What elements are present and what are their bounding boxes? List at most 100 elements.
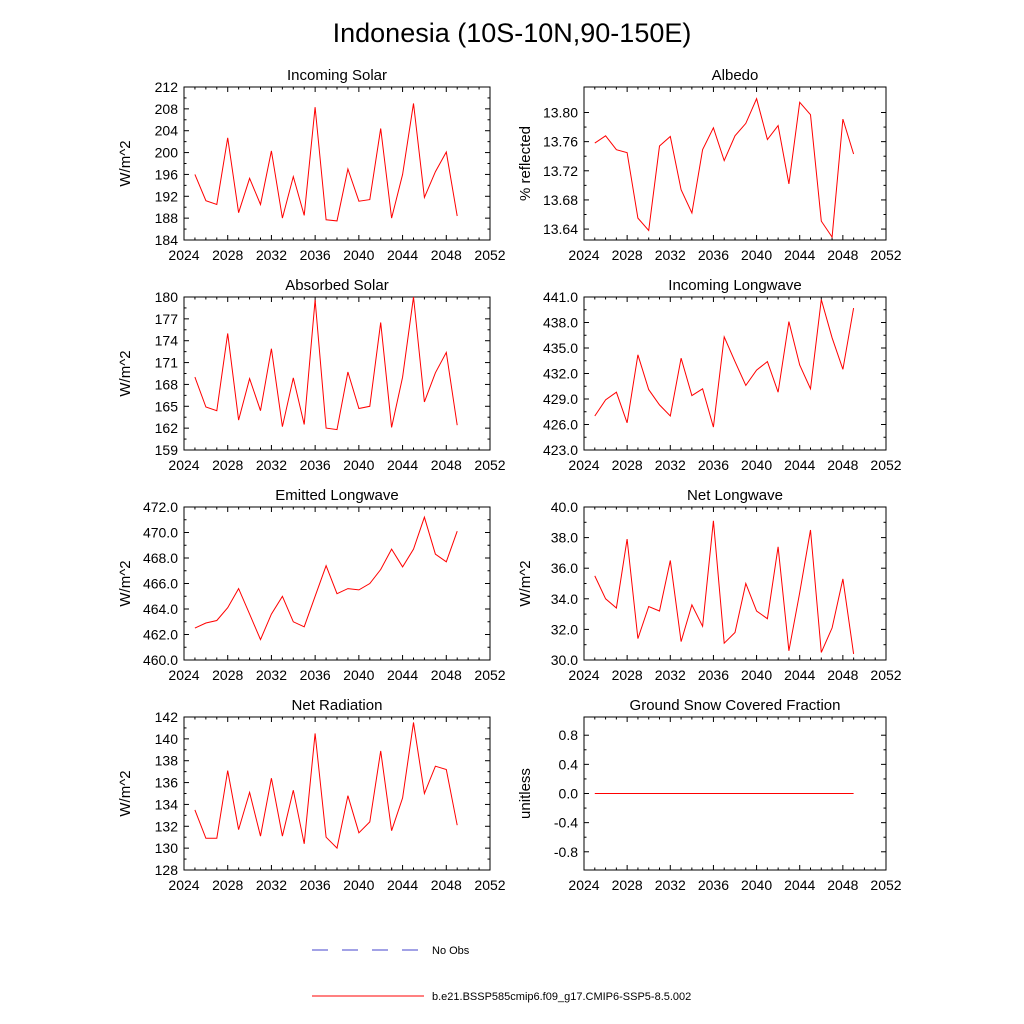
y-tick-label: 36.0 <box>551 560 578 576</box>
y-axis-label: W/m^2 <box>517 560 534 606</box>
panel-title: Absorbed Solar <box>285 277 388 294</box>
legend-item: b.e21.BSSP585cmip6.f09_g17.CMIP6-SSP5-8.… <box>312 991 691 1003</box>
panel-title: Net Radiation <box>292 697 383 714</box>
x-tick-label: 2048 <box>827 877 858 893</box>
x-tick-label: 2040 <box>343 247 374 263</box>
series-line <box>194 296 458 431</box>
y-tick-label: 0.0 <box>559 786 579 802</box>
y-tick-label: 429.0 <box>543 391 578 407</box>
x-tick-label: 2052 <box>474 247 505 263</box>
y-axis-label: W/m^2 <box>117 140 134 186</box>
x-tick-label: 2028 <box>612 667 643 683</box>
x-tick-label: 2048 <box>827 457 858 473</box>
legend-item: No Obs <box>312 945 470 957</box>
y-tick-label: 34.0 <box>551 591 578 607</box>
y-tick-label: 171 <box>155 355 179 371</box>
y-tick-label: 40.0 <box>551 499 578 515</box>
y-tick-label: 13.72 <box>543 163 578 179</box>
chart-panels: Incoming Solar 2024 2028 2032 2036 2040 2044 20… <box>117 67 902 893</box>
x-tick-label: 2044 <box>784 877 815 893</box>
y-tick-label: 204 <box>155 123 179 139</box>
y-tick-label: -0.4 <box>554 815 578 831</box>
series-line <box>194 722 458 850</box>
series-line <box>194 103 458 222</box>
series-line <box>594 520 855 654</box>
y-tick-label: 466.0 <box>143 576 178 592</box>
x-tick-label: 2040 <box>741 247 772 263</box>
y-axis-label: W/m^2 <box>117 770 134 816</box>
x-tick-label: 2024 <box>168 667 199 683</box>
x-tick-label: 2036 <box>698 457 729 473</box>
y-tick-label: 184 <box>155 232 179 248</box>
x-tick-label: 2040 <box>741 667 772 683</box>
x-tick-label: 2028 <box>212 877 243 893</box>
x-tick-label: 2024 <box>568 667 599 683</box>
x-tick-label: 2024 <box>168 457 199 473</box>
chart-panel-5: Emitted Longwave 2024 2028 2032 2036 2040 2044… <box>117 487 506 683</box>
y-tick-label: 13.80 <box>543 105 578 121</box>
y-tick-label: 0.8 <box>559 727 579 743</box>
x-tick-label: 2032 <box>256 457 287 473</box>
plot-frame <box>183 506 491 661</box>
y-tick-label: 140 <box>155 731 179 747</box>
chart-panel-7: Net Radiation 2024 2028 2032 2036 2040 2044 204… <box>117 697 506 893</box>
y-tick-label: 432.0 <box>543 366 578 382</box>
y-tick-label: 200 <box>155 145 179 161</box>
x-tick-label: 2036 <box>300 667 331 683</box>
x-tick-label: 2024 <box>568 457 599 473</box>
y-tick-label: 136 <box>155 775 179 791</box>
y-tick-label: 460.0 <box>143 652 178 668</box>
y-tick-label: 128 <box>155 862 179 878</box>
y-tick-label: 192 <box>155 188 179 204</box>
y-tick-label: 38.0 <box>551 530 578 546</box>
x-tick-label: 2032 <box>256 877 287 893</box>
y-tick-label: 162 <box>155 420 179 436</box>
x-tick-label: 2044 <box>387 457 418 473</box>
legend: No Obs b.e21.BSSP585cmip6.f09_g17.CMIP6-S… <box>312 945 691 1003</box>
x-tick-label: 2032 <box>655 457 686 473</box>
x-tick-label: 2028 <box>612 877 643 893</box>
chart-panel-3: Absorbed Solar 2024 2028 2032 2036 2040 2044 20… <box>117 277 506 473</box>
y-axis-label: % reflected <box>517 126 534 201</box>
y-tick-label: 472.0 <box>143 499 178 515</box>
y-tick-label: 32.0 <box>551 621 578 637</box>
x-tick-label: 2040 <box>741 457 772 473</box>
y-tick-label: 177 <box>155 311 179 327</box>
y-tick-label: 132 <box>155 818 179 834</box>
panel-title: Incoming Solar <box>287 67 387 84</box>
panel-title: Albedo <box>712 67 759 84</box>
y-tick-label: 130 <box>155 840 179 856</box>
plot-frame <box>183 86 491 241</box>
x-tick-label: 2044 <box>784 457 815 473</box>
x-tick-label: 2028 <box>212 667 243 683</box>
series-line <box>594 299 855 428</box>
y-tick-label: 13.64 <box>543 221 578 237</box>
x-tick-label: 2028 <box>212 457 243 473</box>
panel-title: Net Longwave <box>687 487 783 504</box>
chart-panel-8: Ground Snow Covered Fraction 2024 2028 2032… <box>517 697 902 893</box>
y-tick-label: 165 <box>155 398 179 414</box>
x-tick-label: 2036 <box>300 247 331 263</box>
x-tick-label: 2048 <box>431 457 462 473</box>
y-tick-label: 188 <box>155 210 179 226</box>
plot-frame <box>583 296 887 451</box>
x-tick-label: 2036 <box>698 877 729 893</box>
x-tick-label: 2048 <box>431 247 462 263</box>
x-tick-label: 2036 <box>300 877 331 893</box>
x-tick-label: 2052 <box>870 667 901 683</box>
x-tick-label: 2052 <box>870 877 901 893</box>
y-tick-label: -0.8 <box>554 844 578 860</box>
y-tick-label: 208 <box>155 101 179 117</box>
panel-title: Emitted Longwave <box>275 487 398 504</box>
panel-title: Incoming Longwave <box>668 277 801 294</box>
y-axis-label: W/m^2 <box>117 560 134 606</box>
y-axis-label: W/m^2 <box>117 350 134 396</box>
x-tick-label: 2032 <box>655 247 686 263</box>
x-tick-label: 2024 <box>168 877 199 893</box>
y-tick-label: 159 <box>155 442 179 458</box>
chart-panel-6: Net Longwave 2024 2028 2032 2036 2040 2044 2048… <box>517 487 902 683</box>
y-tick-label: 423.0 <box>543 442 578 458</box>
y-tick-label: 168 <box>155 376 179 392</box>
x-tick-label: 2028 <box>212 247 243 263</box>
panel-title: Ground Snow Covered Fraction <box>630 697 841 714</box>
